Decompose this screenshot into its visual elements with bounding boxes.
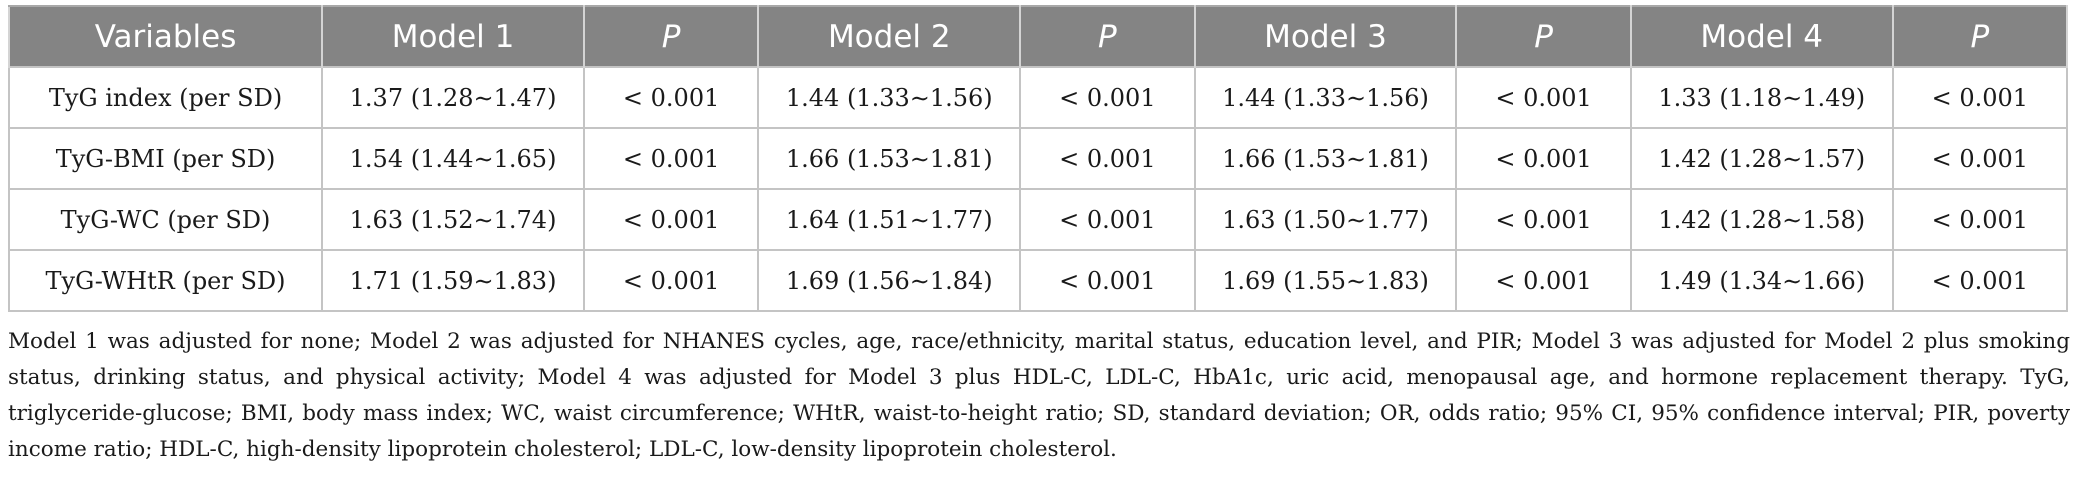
header-model-3: Model 3 <box>1193 5 1458 67</box>
row-variable: TyG-WHtR (per SD) <box>7 249 324 312</box>
cell-p-1: < 0.001 <box>583 249 760 312</box>
cell-model-2: 1.66 (1.53∼1.81) <box>757 127 1022 190</box>
cell-p-2: < 0.001 <box>1019 249 1196 312</box>
row-variable: TyG-WC (per SD) <box>7 188 324 251</box>
cell-model-3: 1.69 (1.55∼1.83) <box>1193 249 1458 312</box>
cell-p-1: < 0.001 <box>583 188 760 251</box>
header-p-4: P <box>1891 5 2069 67</box>
cell-p-3: < 0.001 <box>1455 249 1632 312</box>
cell-p-2: < 0.001 <box>1019 127 1196 190</box>
cell-model-4: 1.42 (1.28∼1.58) <box>1629 188 1894 251</box>
header-model-4: Model 4 <box>1629 5 1894 67</box>
cell-model-2: 1.69 (1.56∼1.84) <box>757 249 1022 312</box>
cell-model-1: 1.63 (1.52∼1.74) <box>321 188 586 251</box>
cell-model-1: 1.37 (1.28∼1.47) <box>321 66 586 129</box>
cell-model-2: 1.44 (1.33∼1.56) <box>757 66 1022 129</box>
table-row: TyG-WHtR (per SD) 1.71 (1.59∼1.83) < 0.0… <box>7 249 2069 312</box>
table-row: TyG index (per SD) 1.37 (1.28∼1.47) < 0.… <box>7 66 2069 129</box>
cell-p-3: < 0.001 <box>1455 66 1632 129</box>
cell-model-2: 1.64 (1.51∼1.77) <box>757 188 1022 251</box>
row-variable: TyG-BMI (per SD) <box>7 127 324 190</box>
cell-model-4: 1.49 (1.34∼1.66) <box>1629 249 1894 312</box>
table-row: TyG-BMI (per SD) 1.54 (1.44∼1.65) < 0.00… <box>7 127 2069 190</box>
table-footnote: Model 1 was adjusted for none; Model 2 w… <box>8 329 2070 462</box>
table-header-row: Variables Model 1 P Model 2 P Model 3 P … <box>7 5 2069 67</box>
row-variable: TyG index (per SD) <box>7 66 324 129</box>
header-p-3: P <box>1455 5 1632 67</box>
results-table: Variables Model 1 P Model 2 P Model 3 P … <box>7 5 2069 312</box>
cell-p-4: < 0.001 <box>1891 66 2069 129</box>
cell-p-4: < 0.001 <box>1891 188 2069 251</box>
cell-model-4: 1.33 (1.18∼1.49) <box>1629 66 1894 129</box>
cell-model-3: 1.66 (1.53∼1.81) <box>1193 127 1458 190</box>
cell-model-1: 1.54 (1.44∼1.65) <box>321 127 586 190</box>
cell-p-4: < 0.001 <box>1891 249 2069 312</box>
cell-model-4: 1.42 (1.28∼1.57) <box>1629 127 1894 190</box>
cell-p-1: < 0.001 <box>583 66 760 129</box>
cell-p-1: < 0.001 <box>583 127 760 190</box>
cell-p-3: < 0.001 <box>1455 188 1632 251</box>
header-variables: Variables <box>7 5 324 67</box>
cell-p-3: < 0.001 <box>1455 127 1632 190</box>
cell-p-2: < 0.001 <box>1019 66 1196 129</box>
cell-model-3: 1.63 (1.50∼1.77) <box>1193 188 1458 251</box>
cell-model-1: 1.71 (1.59∼1.83) <box>321 249 586 312</box>
header-p-2: P <box>1019 5 1196 67</box>
cell-p-2: < 0.001 <box>1019 188 1196 251</box>
results-table-container: Variables Model 1 P Model 2 P Model 3 P … <box>7 5 2069 312</box>
header-model-1: Model 1 <box>321 5 586 67</box>
header-model-2: Model 2 <box>757 5 1022 67</box>
table-row: TyG-WC (per SD) 1.63 (1.52∼1.74) < 0.001… <box>7 188 2069 251</box>
cell-p-4: < 0.001 <box>1891 127 2069 190</box>
cell-model-3: 1.44 (1.33∼1.56) <box>1193 66 1458 129</box>
header-p-1: P <box>583 5 760 67</box>
